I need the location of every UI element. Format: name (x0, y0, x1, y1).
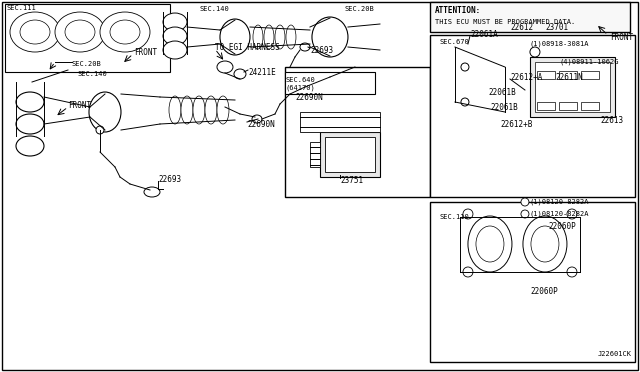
Text: SEC.140: SEC.140 (78, 71, 108, 77)
Bar (300, 112, 380, 132)
Ellipse shape (220, 19, 250, 55)
Ellipse shape (275, 25, 285, 49)
Ellipse shape (461, 63, 469, 71)
Ellipse shape (110, 20, 140, 44)
Text: 22690N: 22690N (247, 119, 275, 128)
Ellipse shape (476, 226, 504, 262)
Text: 22061A: 22061A (470, 29, 498, 39)
Ellipse shape (16, 92, 44, 112)
Text: (1)08120-8282A: (1)08120-8282A (530, 199, 589, 205)
Ellipse shape (163, 41, 187, 59)
Text: (1)08120-8282A: (1)08120-8282A (530, 211, 589, 217)
Text: SEC.640
(64170): SEC.640 (64170) (285, 77, 315, 91)
Ellipse shape (20, 20, 50, 44)
Bar (559, 71, 577, 79)
Ellipse shape (463, 267, 473, 277)
Ellipse shape (234, 69, 246, 79)
Bar (530, 57, 615, 117)
Bar (285, 72, 375, 94)
Text: (1)08918-3081A: (1)08918-3081A (530, 41, 589, 47)
Bar (559, 102, 577, 110)
Text: SEC.20B: SEC.20B (345, 6, 374, 12)
Ellipse shape (55, 12, 105, 52)
Ellipse shape (567, 209, 577, 219)
Bar (285, 67, 430, 197)
Text: 22612+A: 22612+A (510, 73, 542, 81)
Text: SEC.670: SEC.670 (440, 39, 470, 45)
Ellipse shape (10, 12, 60, 52)
Text: 22693: 22693 (158, 174, 181, 183)
Text: (4)08911-1062G: (4)08911-1062G (560, 59, 620, 65)
Ellipse shape (300, 43, 310, 51)
Bar (581, 102, 599, 110)
Ellipse shape (264, 25, 274, 49)
Ellipse shape (530, 47, 540, 57)
Ellipse shape (217, 61, 233, 73)
Bar (320, 132, 380, 177)
Ellipse shape (463, 209, 473, 219)
Text: SEC.110: SEC.110 (440, 214, 470, 220)
Ellipse shape (286, 25, 296, 49)
Ellipse shape (65, 20, 95, 44)
Text: 22612: 22612 (510, 23, 533, 32)
Ellipse shape (531, 226, 559, 262)
Bar (5, 4, 170, 72)
Text: FRONT: FRONT (68, 100, 91, 109)
Bar (325, 137, 375, 172)
Text: 22690N: 22690N (295, 93, 323, 102)
Ellipse shape (523, 216, 567, 272)
Text: 22613: 22613 (600, 116, 623, 125)
Text: 22061B: 22061B (488, 87, 516, 96)
Ellipse shape (169, 96, 181, 124)
Text: 24211E: 24211E (248, 67, 276, 77)
Ellipse shape (163, 27, 187, 45)
Ellipse shape (253, 25, 263, 49)
Ellipse shape (96, 126, 104, 134)
Text: SEC.140: SEC.140 (200, 6, 230, 12)
Text: 22061B: 22061B (490, 103, 518, 112)
Bar (535, 62, 610, 112)
Ellipse shape (193, 96, 205, 124)
Bar (537, 71, 555, 79)
Text: 23751: 23751 (340, 176, 363, 185)
Bar (537, 102, 555, 110)
Ellipse shape (567, 267, 577, 277)
Text: 22060P: 22060P (530, 288, 557, 296)
Text: 22060P: 22060P (548, 222, 576, 231)
Text: J22601CK: J22601CK (598, 351, 632, 357)
Text: SEC.111: SEC.111 (7, 5, 36, 11)
Text: 22612+B: 22612+B (500, 119, 532, 128)
Ellipse shape (468, 216, 512, 272)
Ellipse shape (163, 13, 187, 31)
Text: 23701: 23701 (545, 23, 568, 32)
Ellipse shape (16, 136, 44, 156)
Ellipse shape (521, 198, 529, 206)
Text: FRONT: FRONT (610, 32, 633, 42)
Bar (310, 142, 320, 167)
Ellipse shape (16, 114, 44, 134)
Text: TO EGI HARNESS: TO EGI HARNESS (215, 42, 280, 51)
Text: 22611N: 22611N (555, 73, 582, 81)
Ellipse shape (144, 187, 160, 197)
Text: THIS ECU MUST BE PROGRAMMED DATA.: THIS ECU MUST BE PROGRAMMED DATA. (435, 19, 575, 25)
Text: 22693: 22693 (310, 45, 333, 55)
Bar (581, 71, 599, 79)
Ellipse shape (100, 12, 150, 52)
Ellipse shape (181, 96, 193, 124)
Text: FRONT: FRONT (134, 48, 157, 57)
Ellipse shape (252, 115, 262, 123)
Ellipse shape (461, 98, 469, 106)
Bar (430, 2, 630, 32)
Text: SEC.20B: SEC.20B (72, 61, 102, 67)
Text: ATTENTION:: ATTENTION: (435, 6, 481, 15)
Ellipse shape (89, 92, 121, 132)
Bar (430, 202, 635, 362)
Ellipse shape (205, 96, 217, 124)
Ellipse shape (312, 17, 348, 57)
Ellipse shape (217, 96, 229, 124)
Ellipse shape (521, 210, 529, 218)
Bar (430, 35, 635, 197)
